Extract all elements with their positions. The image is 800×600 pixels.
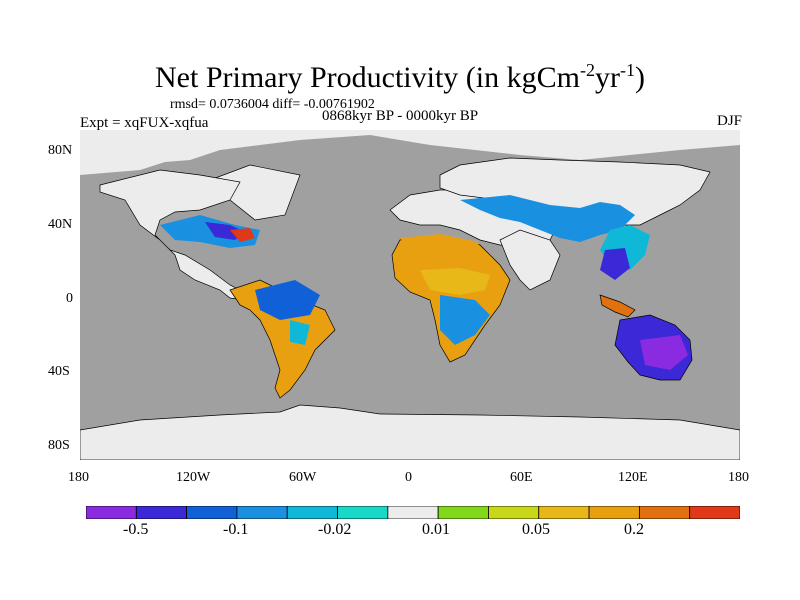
colorbar-swatch (538, 506, 590, 519)
colorbar-swatch (337, 506, 389, 519)
colorbar-swatch (186, 506, 238, 519)
lat-label: 80N (48, 143, 73, 158)
lat-label: 80S (48, 438, 70, 453)
colorbar-label: 0.01 (422, 521, 450, 538)
season-label: DJF (716, 113, 742, 129)
polar-ice (80, 130, 740, 460)
colorbar-swatch (437, 506, 489, 519)
lat-label: 0 (66, 291, 73, 306)
colorbar-swatch (488, 506, 540, 519)
colorbar-swatch (638, 506, 691, 519)
experiment-label: Expt = xqFUX-xqfua (80, 115, 209, 131)
colorbar (86, 506, 740, 519)
lon-label: 120E (618, 470, 648, 485)
stats-text: rmsd= 0.0736004 diff= -0.00761902 (170, 97, 375, 112)
colorbar-label: -0.02 (318, 521, 352, 538)
lon-label: 120W (176, 470, 211, 485)
world-map (80, 130, 740, 460)
colorbar-label: 0.2 (624, 521, 644, 538)
period-label: 0868kyr BP - 0000kyr BP (322, 108, 479, 124)
colorbar-label: -0.5 (123, 521, 149, 538)
lon-label: 0 (405, 470, 412, 485)
lat-label: 40S (48, 364, 70, 379)
lon-label: 60W (289, 470, 317, 485)
colorbar-swatch (689, 506, 740, 519)
lon-label: 60E (510, 470, 533, 485)
lon-label: 180 (68, 470, 89, 485)
colorbar-swatch (387, 506, 439, 519)
colorbar-swatch (236, 506, 288, 519)
colorbar-swatch (135, 506, 188, 519)
npp-anomaly-patches (160, 195, 688, 370)
colorbar-swatch (86, 506, 137, 519)
colorbar-swatch (588, 506, 640, 519)
lat-label: 40N (48, 217, 73, 232)
colorbar-label: 0.05 (522, 521, 550, 538)
colorbar-swatch (286, 506, 338, 519)
colorbar-label: -0.1 (223, 521, 249, 538)
map-title: Net Primary Productivity (in kgCm-2yr-1) (155, 60, 645, 94)
lon-label: 180 (728, 470, 749, 485)
